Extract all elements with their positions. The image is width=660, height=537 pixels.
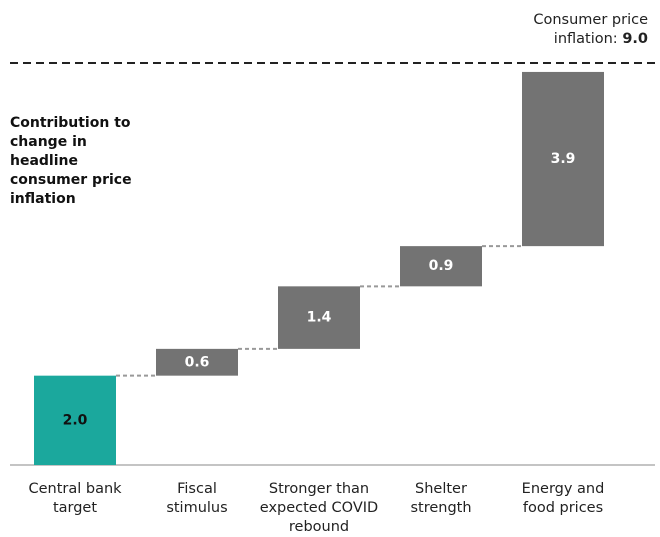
x-tick-label: Energy and food prices	[521, 481, 605, 516]
bar	[34, 375, 116, 465]
chart-title: Contribution to change in headline consu…	[10, 115, 132, 207]
x-tick-label: Central bank target	[28, 481, 122, 516]
x-tick-label: Fiscal stimulus	[166, 481, 228, 516]
bar	[400, 246, 482, 287]
value-label: 2.0	[63, 412, 88, 428]
value-label: 0.6	[185, 354, 210, 370]
value-label: 1.4	[307, 310, 332, 326]
total-annotation: Consumer price inflation: 9.0	[508, 11, 648, 49]
total-name: Consumer price inflation:	[533, 12, 648, 47]
bar	[522, 71, 604, 247]
bar	[156, 348, 238, 376]
bar	[278, 286, 360, 349]
value-label: 0.9	[429, 258, 454, 274]
total-value: 9.0	[622, 31, 648, 47]
x-tick-label: Shelter strength	[410, 481, 472, 516]
value-label: 3.9	[551, 151, 576, 167]
x-tick-label: Stronger than expected COVID rebound	[259, 481, 379, 535]
